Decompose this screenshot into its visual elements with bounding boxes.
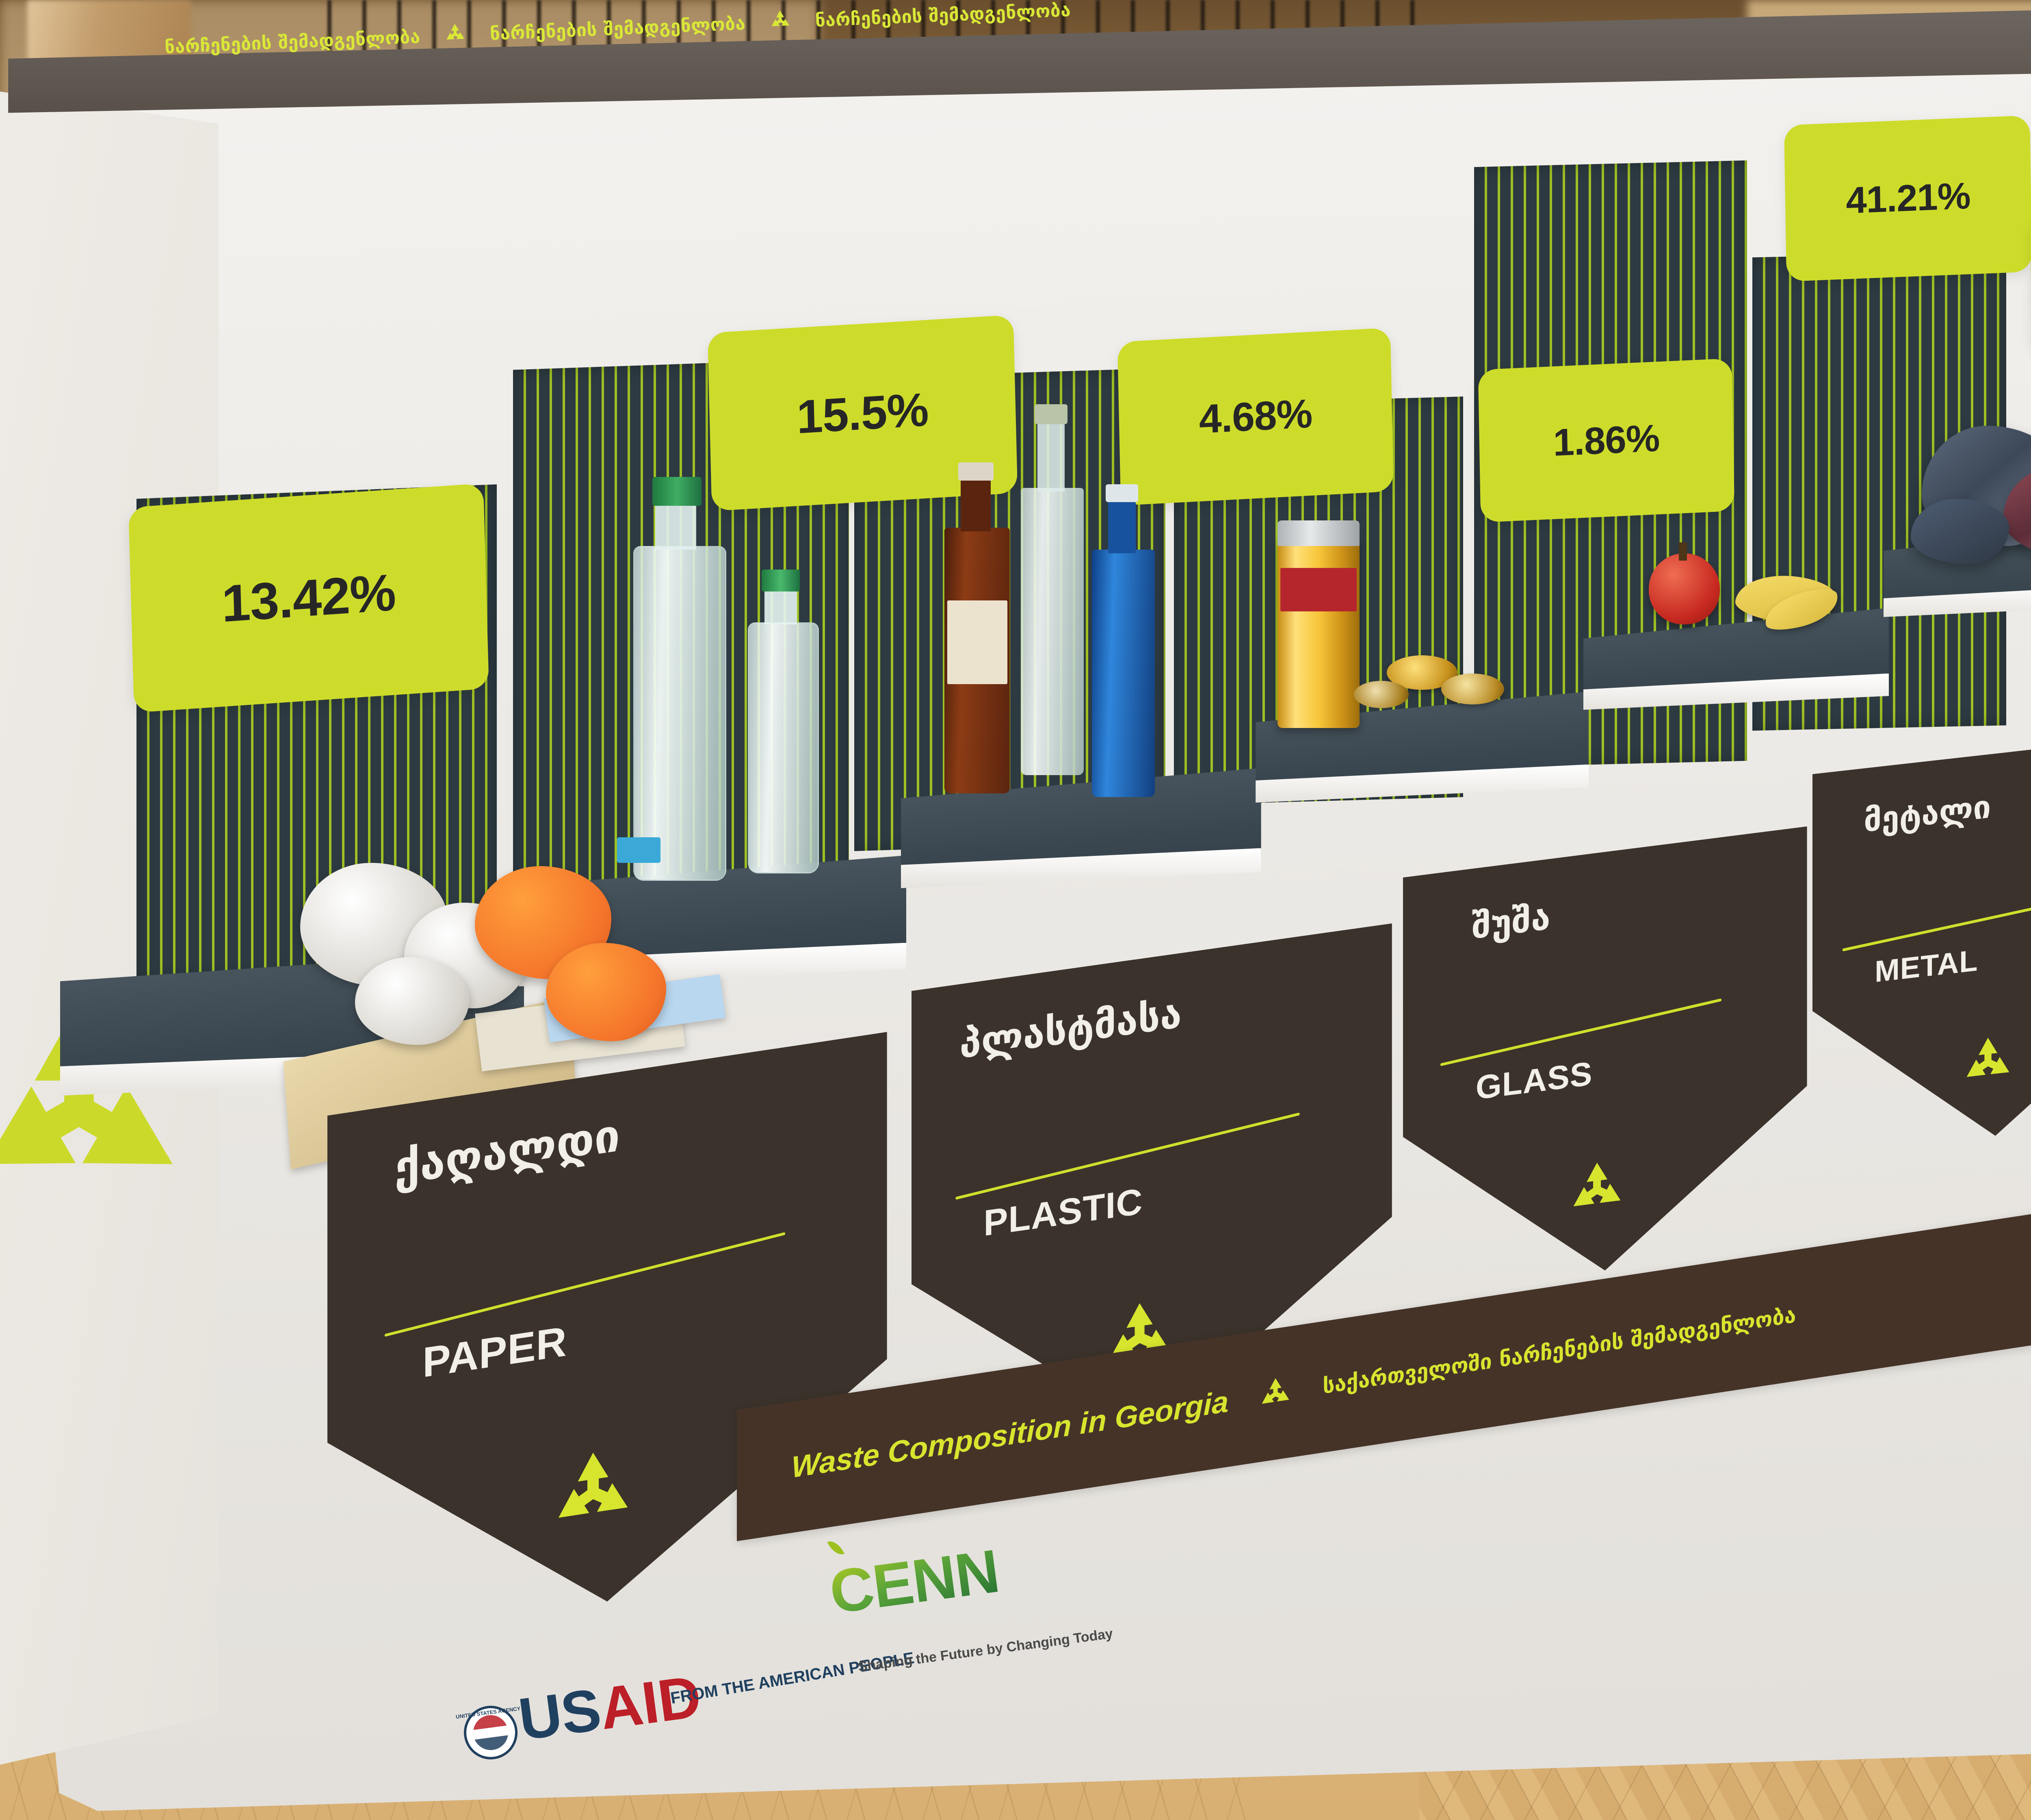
cenn-wordmark: CENN bbox=[825, 1536, 1003, 1627]
value-label-organic: 41.21% bbox=[1784, 115, 2031, 282]
category-label-paper-ka: ქაღალდი bbox=[394, 1109, 620, 1196]
value-label-paper: 13.42% bbox=[128, 483, 489, 713]
category-panel-paper[interactable]: ქაღალდი PAPER bbox=[327, 1032, 887, 1643]
value-label-metal-text: 1.86% bbox=[1553, 416, 1660, 464]
category-label-plastic-ka: პლასტმასა bbox=[959, 991, 1182, 1068]
value-label-paper-text: 13.42% bbox=[221, 563, 396, 633]
usaid-seal-icon: UNITED STATES AGENCY bbox=[455, 1702, 521, 1763]
category-panel-glass[interactable]: შუშა GLASS bbox=[1403, 826, 1807, 1296]
prop-plastic-bottle-large-cap bbox=[652, 477, 702, 506]
recycling-symbol-icon-top-1 bbox=[442, 22, 468, 47]
recycling-symbol-icon-metal bbox=[1959, 1018, 2017, 1105]
prop-metal-lid-3 bbox=[1354, 680, 1409, 708]
category-divider-paper bbox=[384, 1232, 785, 1337]
category-label-metal-en: METAL bbox=[1875, 943, 1978, 989]
prop-metal-lid-2 bbox=[1441, 673, 1504, 704]
recycling-symbol-icon-paper bbox=[546, 1428, 641, 1558]
usaid-wordmark-us: US bbox=[515, 1676, 605, 1753]
exhibit-title-en: Waste Composition in Georgia bbox=[791, 1384, 1229, 1484]
prop-organic-apple bbox=[1648, 553, 1720, 624]
prop-metal-can-label bbox=[1280, 568, 1357, 612]
prop-glass-bottle-clear-neck bbox=[1037, 418, 1065, 492]
category-label-metal-ka: მეტალი bbox=[1864, 788, 1991, 839]
prop-plastic-cap-loose bbox=[617, 837, 661, 863]
prop-paper-ball-white-3 bbox=[355, 957, 470, 1045]
prop-glass-bottle-brown-neck bbox=[961, 477, 991, 532]
prop-plastic-bottle-small bbox=[748, 622, 819, 874]
prop-paper-ball-orange-2 bbox=[546, 942, 666, 1041]
prop-plastic-bottle-small-cap bbox=[761, 570, 800, 592]
value-label-plastic-text: 15.5% bbox=[796, 383, 929, 444]
recycling-symbol-icon-banner bbox=[1257, 1372, 1295, 1415]
prop-glass-bottle-clear-cap bbox=[1034, 404, 1067, 424]
prop-textile-fabric-blue bbox=[1911, 498, 2009, 564]
usaid-seal-text: UNITED STATES AGENCY bbox=[455, 1705, 521, 1720]
prop-glass-bottle-clear bbox=[1021, 488, 1084, 776]
exhibit-title-banner: Waste Composition in Georgia საქართველოშ… bbox=[737, 1174, 2031, 1541]
prop-metal-can-top bbox=[1277, 520, 1360, 546]
prop-organic-apple-stem bbox=[1678, 542, 1687, 561]
category-label-plastic-en: PLASTIC bbox=[983, 1181, 1143, 1245]
value-label-metal: 1.86% bbox=[1478, 358, 1735, 523]
prop-glass-bottle-brown-cap bbox=[958, 462, 994, 481]
usaid-wordmark: USAID bbox=[515, 1662, 705, 1753]
category-label-glass-ka: შუშა bbox=[1472, 896, 1550, 947]
value-label-organic-text: 41.21% bbox=[1845, 175, 1971, 221]
prop-glass-bottle-blue-neck bbox=[1108, 498, 1136, 553]
prop-glass-bottle-blue bbox=[1092, 549, 1155, 797]
category-label-glass-en: GLASS bbox=[1476, 1055, 1593, 1107]
prop-plastic-bottle-large bbox=[633, 546, 726, 881]
category-panel-metal[interactable]: მეტალი METAL bbox=[1812, 733, 2031, 1156]
recycling-symbol-icon-glass bbox=[1565, 1142, 1629, 1237]
value-label-glass: 4.68% bbox=[1117, 327, 1394, 506]
category-label-paper-en: PAPER bbox=[422, 1317, 567, 1387]
exhibit-title-ka: საქართველოში ნარჩენების შემადგენლობა bbox=[1323, 1303, 1796, 1399]
top-strip-text-row: ნარჩენების შემადგენლობა ნარჩენების შემად… bbox=[164, 0, 2031, 58]
prop-metal-can bbox=[1277, 539, 1360, 728]
prop-glass-bottle-blue-cap bbox=[1105, 484, 1139, 503]
prop-glass-bottle-brown-label bbox=[947, 600, 1007, 685]
recycling-symbol-icon-top-2 bbox=[768, 8, 793, 33]
value-label-glass-text: 4.68% bbox=[1198, 391, 1313, 442]
category-divider-metal bbox=[1842, 893, 2031, 951]
